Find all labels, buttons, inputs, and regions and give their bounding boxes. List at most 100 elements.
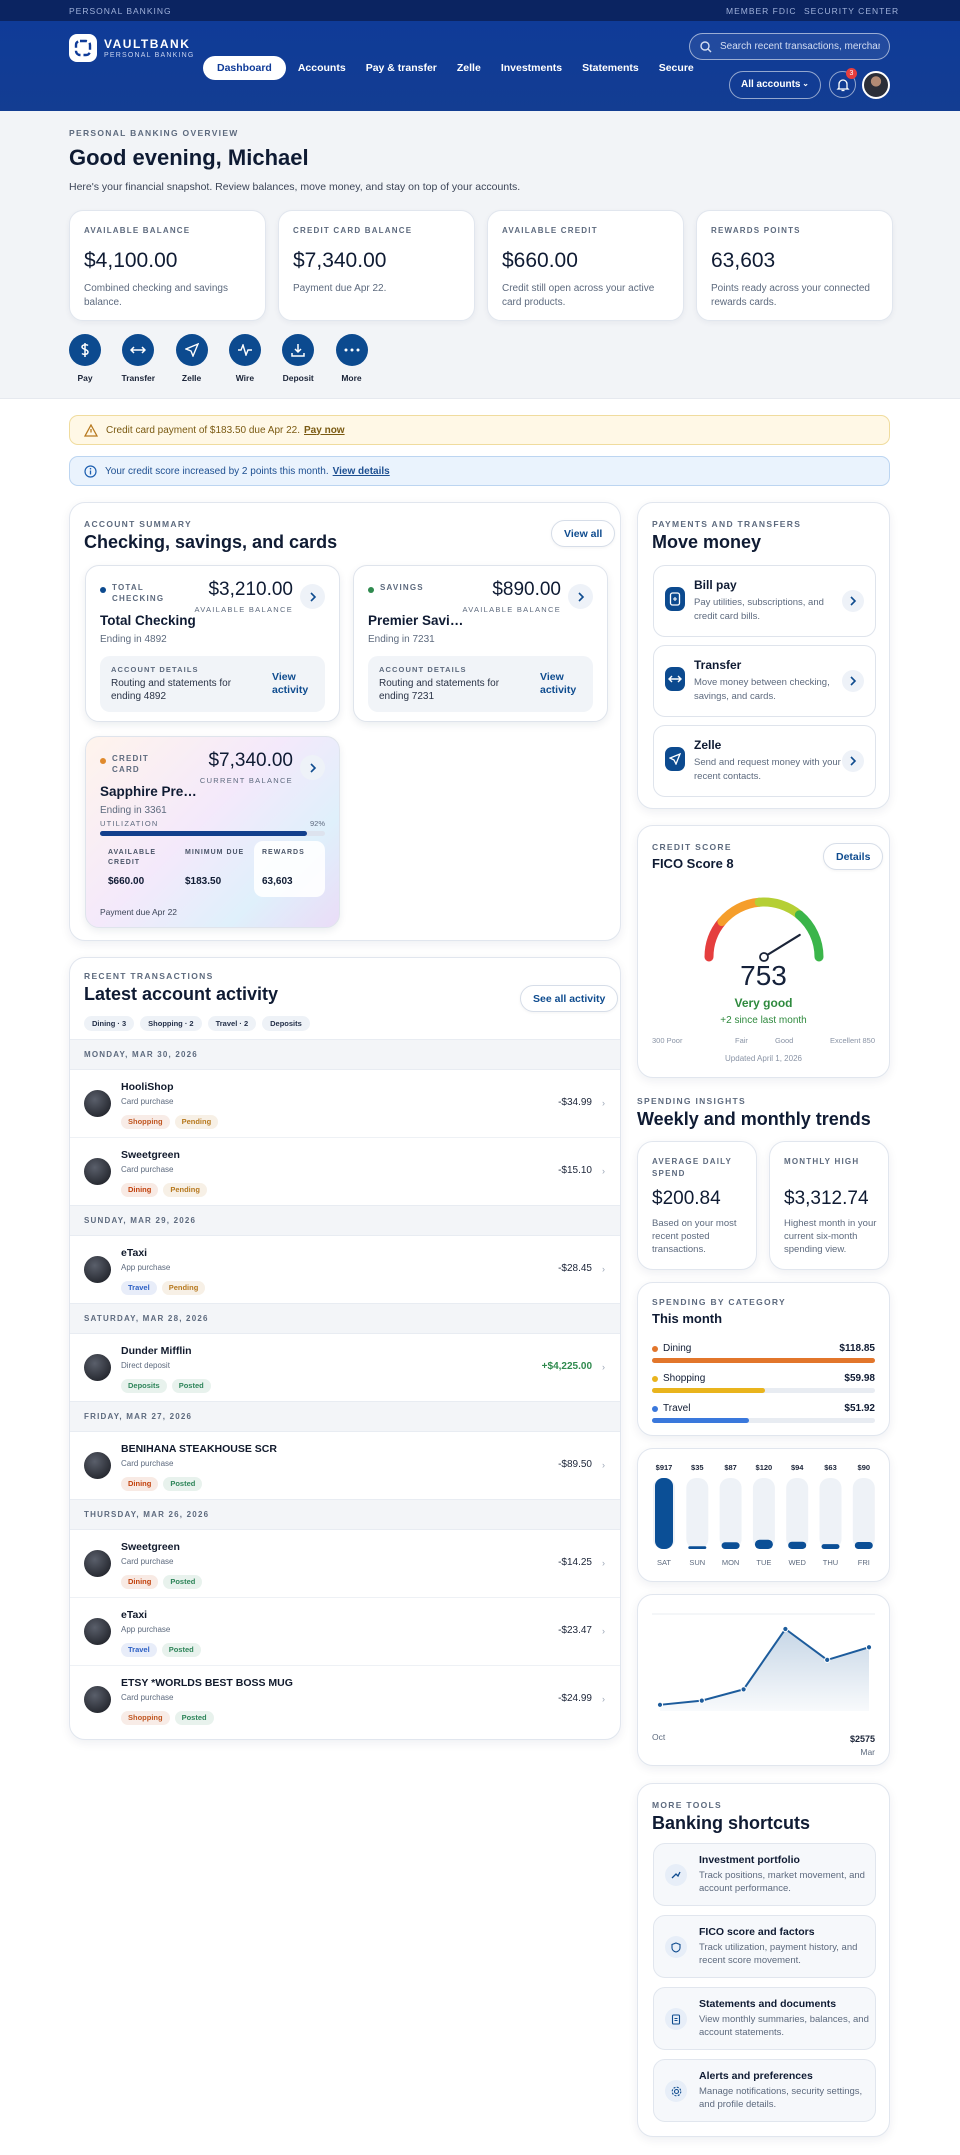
row-chevron: › xyxy=(602,1694,605,1704)
score-band: Fair xyxy=(735,1036,748,1045)
alert-payment: Credit card payment of $183.50 due Apr 2… xyxy=(69,415,890,445)
account-card[interactable]: SAVINGS $890.00 AVAILABLE BALANCE Premier S… xyxy=(353,565,608,722)
monthly-chart: Oct Mar $2575 xyxy=(637,1594,890,1766)
quick-action[interactable]: Transfer xyxy=(108,334,168,383)
avatar[interactable] xyxy=(862,71,890,99)
nav-item[interactable]: Secure xyxy=(658,62,694,74)
tool-title: Investment portfolio xyxy=(699,1854,800,1866)
details-label: ACCOUNT DETAILS xyxy=(379,665,467,674)
value-label: $120 xyxy=(756,1463,773,1472)
action-label: Deposit xyxy=(282,373,314,383)
transaction-kind: Direct deposit xyxy=(121,1361,170,1370)
section-title: Move money xyxy=(652,532,762,552)
transaction-row[interactable]: eTaxi App purchase Travel Pending -$28.45 › xyxy=(70,1236,620,1303)
open-account[interactable] xyxy=(300,584,325,609)
bar-track xyxy=(852,1478,875,1549)
action-label: Zelle xyxy=(181,373,202,383)
see-all-button[interactable]: See all activity xyxy=(520,985,619,1012)
date-header: MONDAY, MAR 30, 2026 xyxy=(70,1039,620,1070)
amount: -$23.47 xyxy=(558,1625,592,1636)
bar-track xyxy=(652,1388,875,1393)
nav-item[interactable]: Pay & transfer xyxy=(365,62,437,74)
quick-action[interactable]: Zelle xyxy=(162,334,222,383)
top-link[interactable]: MEMBER FDIC xyxy=(726,6,797,16)
alert-link[interactable]: Pay now xyxy=(304,424,345,436)
open-account[interactable] xyxy=(300,755,325,780)
transaction-row[interactable]: Sweetgreen Card purchase Dining Pending -$15… xyxy=(70,1137,620,1205)
transaction-row[interactable]: HooliShop Card purchase Shopping Pending -$3… xyxy=(70,1070,620,1137)
transactions: RECENT TRANSACTIONS Latest account activ… xyxy=(69,957,621,1740)
filter-chip[interactable]: Shopping · 2 xyxy=(140,1016,202,1031)
tags: Shopping Posted xyxy=(121,1707,219,1725)
tool-desc: View monthly summaries, balances, and ac… xyxy=(699,2014,869,2038)
card-note: Payment due Apr 22. xyxy=(293,283,387,294)
decoration xyxy=(74,39,92,57)
tool-link[interactable]: Alerts and preferences Manage notificatio… xyxy=(653,2059,876,2122)
payment-option[interactable]: Transfer Move money between checking, sav… xyxy=(653,645,876,717)
transaction-kind: Card purchase xyxy=(121,1557,174,1566)
tool-link[interactable]: FICO score and factors Track utilization,… xyxy=(653,1915,876,1978)
nav-item[interactable]: Dashboard xyxy=(203,56,286,80)
alert-link[interactable]: View details xyxy=(332,465,390,477)
action-label: Transfer xyxy=(121,373,156,383)
filter-chip[interactable]: Dining · 3 xyxy=(84,1016,135,1031)
open-account[interactable] xyxy=(568,584,593,609)
transaction-row[interactable]: ETSY *WORLDS BEST BOSS MUG Card purchase S… xyxy=(70,1665,620,1733)
account-ending: Ending in 4892 xyxy=(100,634,167,645)
decoration xyxy=(291,344,305,357)
top-link[interactable]: SECURITY CENTER xyxy=(804,6,900,16)
nav-item[interactable]: Statements xyxy=(582,62,639,74)
details-button[interactable]: Details xyxy=(823,843,884,870)
stat-value: $3,312.74 xyxy=(784,1188,869,1209)
tags: Dining Posted xyxy=(121,1473,207,1491)
decoration xyxy=(673,597,677,601)
credit-score: CREDIT SCORE FICO Score 8 Details 753 Ve… xyxy=(637,825,890,1078)
view-all-button[interactable]: View all xyxy=(551,520,616,547)
account-menu[interactable]: All accounts ⌄ xyxy=(729,71,821,99)
tags: Deposits Posted xyxy=(121,1375,216,1393)
score-max: Excellent 850 xyxy=(829,1036,875,1045)
notifications[interactable]: 3 xyxy=(829,68,857,98)
decoration xyxy=(344,348,347,352)
bar-track xyxy=(652,1418,875,1423)
transaction-row[interactable]: BENIHANA STEAKHOUSE SCR Card purchase Dini… xyxy=(70,1432,620,1499)
quick-action[interactable]: Pay xyxy=(55,334,115,383)
nav-item[interactable]: Zelle xyxy=(456,62,481,74)
tool-link[interactable]: Statements and documents View monthly sum… xyxy=(653,1987,876,2050)
decoration xyxy=(671,2013,681,2025)
transaction-row[interactable]: eTaxi App purchase Travel Posted -$23.47 › xyxy=(70,1597,620,1665)
value-label: $63 xyxy=(824,1463,837,1472)
payment-option[interactable]: Bill pay Pay utilities, subscriptions, an… xyxy=(653,565,876,637)
point xyxy=(656,1701,664,1708)
action-icon xyxy=(335,334,368,366)
score-change: +2 since last month xyxy=(720,1015,807,1026)
details-link[interactable]: View activity xyxy=(540,671,577,696)
quick-action[interactable]: More xyxy=(322,334,382,383)
card-label: CREDIT CARD BALANCE xyxy=(293,226,413,235)
filter-chip[interactable]: Deposits xyxy=(262,1016,310,1031)
decoration xyxy=(671,2086,681,2096)
transaction-row[interactable]: Dunder Mifflin Direct deposit Deposits Post… xyxy=(70,1334,620,1401)
search[interactable]: Search recent transactions, merchants xyxy=(689,33,890,60)
quick-action[interactable]: Deposit xyxy=(268,334,328,383)
decoration xyxy=(309,591,316,602)
value-label: $51.92 xyxy=(844,1403,875,1414)
tool-icon xyxy=(665,1864,687,1886)
transaction-row[interactable]: Sweetgreen Card purchase Dining Posted -$14.… xyxy=(70,1530,620,1597)
details-link[interactable]: View activity xyxy=(272,671,309,696)
row-chevron: › xyxy=(602,1362,605,1372)
category-label: Shopping xyxy=(663,1373,706,1384)
nav-item[interactable]: Accounts xyxy=(297,62,346,74)
decoration xyxy=(237,344,252,356)
account-card[interactable]: TOTAL CHECKING $3,210.00 AVAILABLE BALANCE… xyxy=(85,565,340,722)
credit-card[interactable]: CREDIT CARD $7,340.00 CURRENT BALANCE Sapph… xyxy=(85,736,340,928)
filter-chip[interactable]: Travel · 2 xyxy=(207,1016,257,1031)
eyebrow: PAYMENTS AND TRANSFERS xyxy=(652,519,802,529)
tool-link[interactable]: Investment portfolio Track positions, mar… xyxy=(653,1843,876,1906)
logo[interactable] xyxy=(69,34,97,62)
nav-item[interactable]: Investments xyxy=(500,62,563,74)
quick-action[interactable]: Wire xyxy=(215,334,275,383)
date-header: SATURDAY, MAR 28, 2026 xyxy=(70,1303,620,1334)
payment-option[interactable]: Zelle Send and request money with your re… xyxy=(653,725,876,797)
amount: +$4,225.00 xyxy=(541,1361,592,1372)
